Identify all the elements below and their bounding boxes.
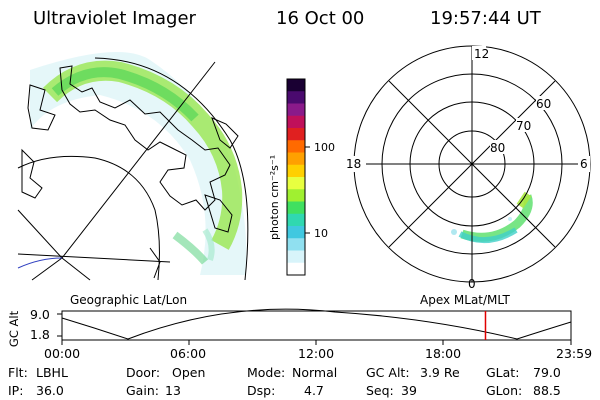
mlt-label-6: 6 bbox=[580, 157, 588, 171]
instrument-title: Ultraviolet Imager bbox=[33, 8, 196, 29]
status-dsp-label: Dsp: bbox=[247, 383, 276, 398]
lat-label-70: 70 bbox=[516, 119, 531, 133]
colorbar-cell bbox=[287, 262, 305, 276]
status-glat-label: GLat: bbox=[486, 365, 520, 380]
colorbar-cell bbox=[287, 103, 305, 117]
alt-tick-low: 1.8 bbox=[30, 327, 50, 342]
status-door-value: Open bbox=[172, 365, 206, 380]
image-time: 19:57:44 UT bbox=[430, 8, 541, 29]
status-flt-label: Flt: bbox=[8, 365, 28, 380]
colorbar-cell bbox=[287, 115, 305, 129]
geographic-caption: Geographic Lat/Lon bbox=[70, 293, 188, 307]
x-tick-0600: 06:00 bbox=[170, 346, 207, 361]
status-glat-value: 79.0 bbox=[533, 365, 561, 380]
colorbar-unit-label: photon cm⁻²s⁻¹ bbox=[268, 155, 281, 240]
colorbar-cell bbox=[287, 238, 305, 251]
colorbar-cell bbox=[287, 201, 305, 215]
colorbar-cell bbox=[287, 91, 305, 104]
colorbar-cell bbox=[287, 152, 305, 166]
status-mode-value: Normal bbox=[292, 365, 338, 380]
status-ip-label: IP: bbox=[8, 383, 24, 398]
colorbar-cell bbox=[287, 226, 305, 239]
colorbar-cell bbox=[287, 250, 305, 264]
colorbar-tick-100: 100 bbox=[314, 141, 335, 154]
x-tick-1200: 12:00 bbox=[298, 346, 335, 361]
x-tick-2359: 23:59 bbox=[556, 346, 593, 361]
lat-label-60: 60 bbox=[536, 97, 551, 111]
colorbar-cell bbox=[287, 189, 305, 202]
colorbar-cell bbox=[287, 213, 305, 227]
status-flt-value: LBHL bbox=[36, 365, 68, 380]
image-date: 16 Oct 00 bbox=[276, 8, 365, 29]
status-dsp-value: 4.7 bbox=[304, 383, 324, 398]
status-gain-value: 13 bbox=[165, 383, 181, 398]
status-seq-value: 39 bbox=[401, 383, 417, 398]
x-tick-1800: 18:00 bbox=[425, 346, 462, 361]
colorbar-cell bbox=[287, 79, 305, 92]
status-glon-label: GLon: bbox=[486, 383, 523, 398]
colorbar-cell bbox=[287, 164, 305, 178]
status-gcalt-value: 3.9 Re bbox=[420, 365, 460, 380]
colorbar-tick-10: 10 bbox=[314, 227, 328, 240]
mlt-label-18: 18 bbox=[346, 157, 361, 171]
status-gcalt-label: GC Alt: bbox=[366, 365, 410, 380]
alt-tick-high: 9.0 bbox=[30, 307, 50, 322]
mlt-label-12: 12 bbox=[474, 47, 489, 61]
apex-caption: Apex MLat/MLT bbox=[420, 293, 510, 307]
status-door-label: Door: bbox=[126, 365, 161, 380]
status-mode-label: Mode: bbox=[247, 365, 286, 380]
colorbar-cell bbox=[287, 140, 305, 153]
status-ip-value: 36.0 bbox=[36, 383, 64, 398]
mlt-label-0: 0 bbox=[468, 277, 476, 291]
status-gain-label: Gain: bbox=[126, 383, 159, 398]
colorbar-cell bbox=[287, 128, 305, 141]
status-seq-label: Seq: bbox=[366, 383, 394, 398]
status-glon-value: 88.5 bbox=[533, 383, 561, 398]
colorbar-cell bbox=[287, 177, 305, 190]
lat-label-80: 80 bbox=[490, 141, 505, 155]
x-tick-0000: 00:00 bbox=[44, 346, 81, 361]
